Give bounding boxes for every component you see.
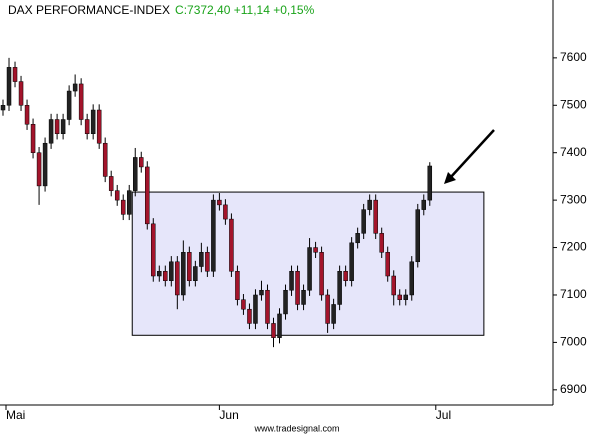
candle-body — [259, 289, 264, 296]
candle-body — [66, 90, 72, 120]
candle-body — [253, 294, 258, 324]
candle-body — [409, 261, 414, 296]
candle-body — [157, 271, 162, 277]
candle-body — [421, 199, 427, 210]
candle-body — [307, 247, 312, 291]
y-tick-label: 7500 — [560, 97, 587, 111]
candle-body — [247, 308, 252, 324]
arrow-shaft — [449, 129, 495, 179]
candle-body — [12, 67, 18, 82]
chart-subtitle: C:7372,40 +11,14 +0,15% — [175, 3, 315, 17]
candle-body — [24, 105, 30, 125]
candle-body — [391, 275, 396, 296]
candle-body — [271, 323, 276, 338]
candle-body — [313, 247, 318, 253]
candle-body — [295, 271, 300, 305]
candle-body — [415, 209, 421, 263]
candle-body — [301, 289, 306, 305]
candle-body — [199, 252, 204, 267]
candle-body — [42, 142, 48, 187]
y-tick-label: 7300 — [560, 192, 587, 206]
candle-body — [163, 271, 168, 281]
candle-body — [139, 157, 144, 168]
candle-body — [289, 271, 294, 291]
candle-body — [331, 304, 336, 324]
candle-body — [349, 242, 354, 281]
candle-body — [379, 233, 384, 253]
candle-body — [265, 289, 270, 324]
source: www.tradesignal.com — [253, 423, 339, 433]
candle-body — [385, 252, 390, 277]
candle-body — [30, 124, 36, 153]
candle-body — [169, 261, 174, 281]
candle-body — [84, 119, 90, 134]
y-tick-label: 7100 — [560, 287, 587, 301]
y-tick-label: 7600 — [560, 50, 587, 64]
candle-body — [6, 67, 12, 106]
candle-body — [235, 271, 240, 300]
candle-body — [193, 266, 198, 281]
y-tick-label: 7400 — [560, 145, 587, 159]
candle-body — [96, 109, 102, 144]
candle-body — [325, 294, 330, 324]
candle-body — [151, 223, 156, 277]
arrow — [444, 129, 495, 184]
title-bg — [2, 2, 352, 20]
candle-body — [427, 165, 433, 201]
candle-body — [205, 252, 210, 272]
candle-body — [54, 119, 60, 134]
candle-body — [114, 190, 120, 201]
candle-body — [72, 83, 78, 92]
candle-body — [223, 204, 228, 220]
candle-body — [145, 166, 150, 225]
y-tick-label: 7200 — [560, 240, 587, 254]
candle-body — [211, 199, 216, 272]
candle-body — [132, 157, 138, 191]
candle-body — [0, 105, 6, 111]
candle-body — [355, 233, 360, 244]
x-tick-label: Mai — [6, 408, 25, 422]
candle-body — [373, 199, 378, 234]
candle-body — [48, 119, 54, 144]
candle-body — [367, 199, 372, 210]
x-tick-label: Jun — [219, 408, 238, 422]
candle-body — [403, 294, 408, 300]
candle-body — [397, 294, 402, 300]
candle-body — [181, 252, 186, 296]
candle-body — [217, 199, 222, 206]
candle-body — [319, 252, 324, 296]
candle-body — [229, 218, 234, 272]
y-tick-label: 6900 — [560, 382, 587, 396]
candle-body — [337, 271, 342, 305]
candle-body — [60, 119, 66, 134]
y-tick-label: 7000 — [560, 335, 587, 349]
candle-body — [108, 176, 114, 191]
candle-body — [277, 313, 282, 338]
candle-body — [175, 261, 180, 296]
candle-body — [18, 81, 24, 106]
candle-body — [187, 252, 192, 281]
candle-body — [102, 142, 108, 177]
x-tick-label: Jul — [436, 408, 451, 422]
candle-body — [78, 83, 84, 120]
candle-body — [241, 299, 246, 310]
candle-body — [90, 109, 96, 134]
candle-body — [36, 152, 42, 187]
candle-body — [126, 190, 132, 215]
chart-title: DAX PERFORMANCE-INDEX — [8, 3, 170, 17]
arrow-head — [444, 172, 456, 184]
candle-body — [283, 289, 288, 315]
candle-body — [343, 271, 348, 281]
candle-body — [120, 199, 126, 215]
candle-body — [361, 209, 366, 234]
